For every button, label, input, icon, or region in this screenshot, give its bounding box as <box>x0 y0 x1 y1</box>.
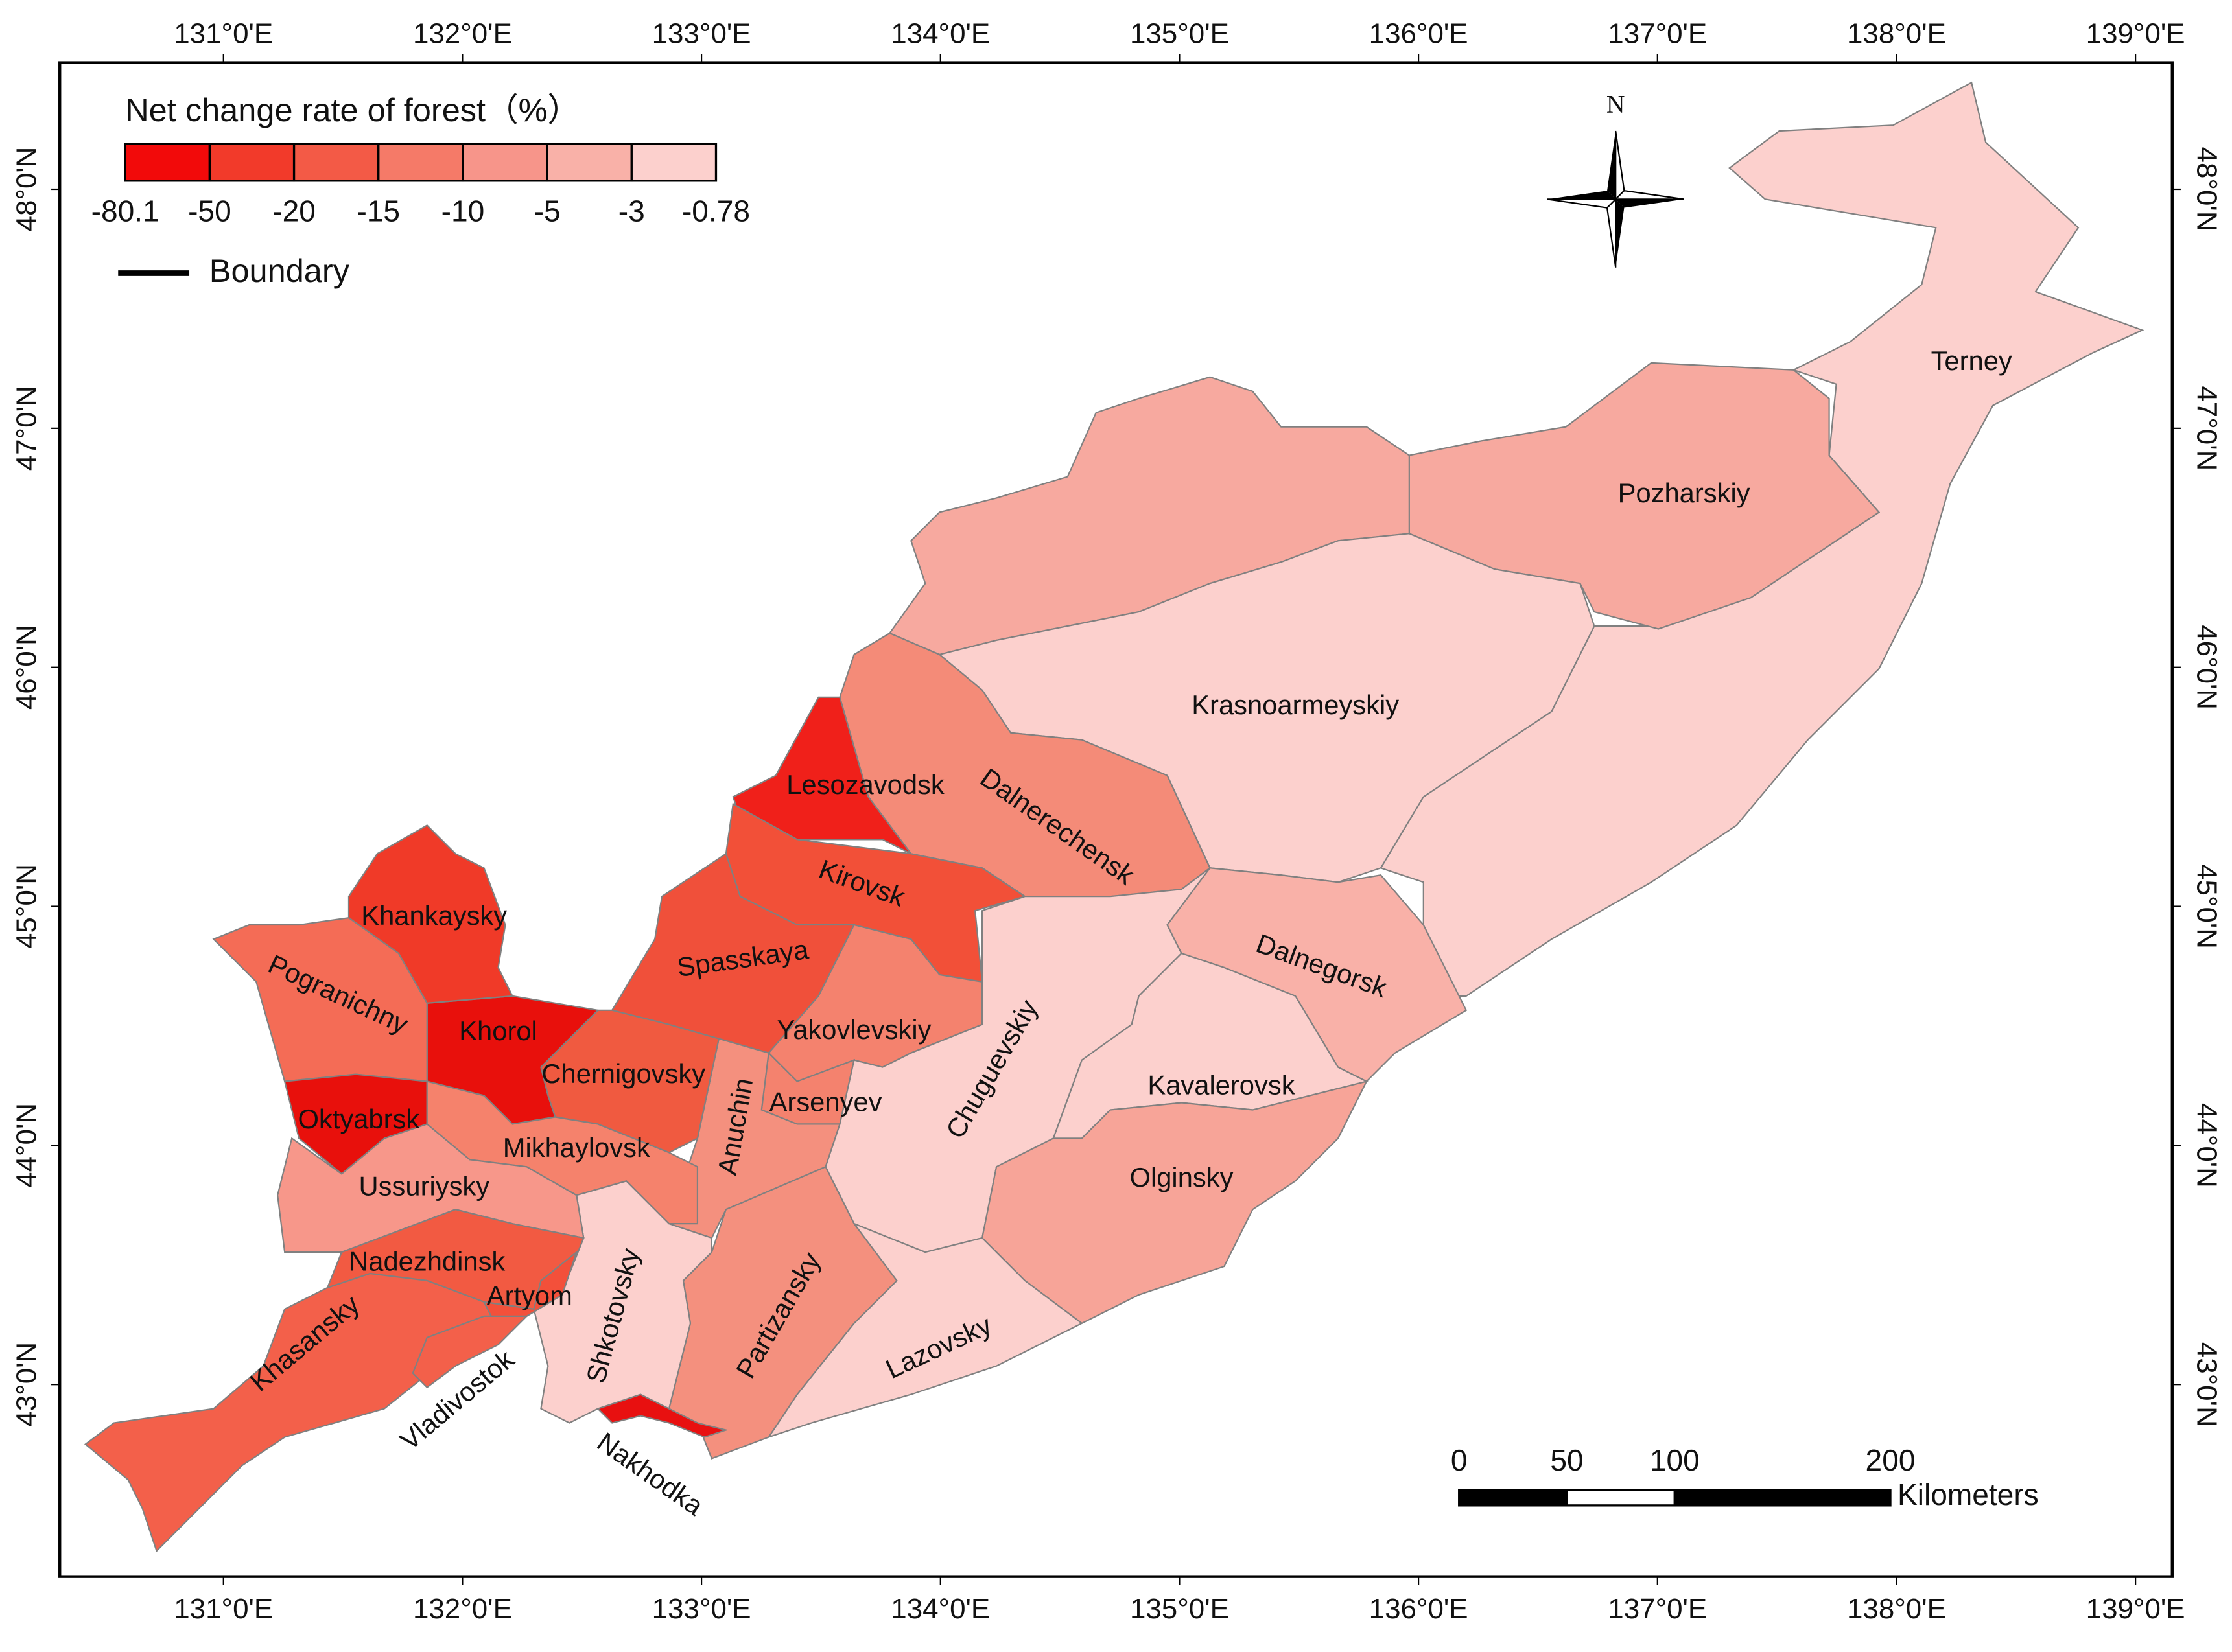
longitude-label: 132°0'E <box>413 1593 512 1625</box>
longitude-label: 131°0'E <box>174 17 273 49</box>
scale-segment <box>1673 1489 1892 1507</box>
legend-swatch <box>630 143 718 182</box>
longitude-label: 135°0'E <box>1130 17 1229 49</box>
region-label: Kavalerovsk <box>1147 1069 1295 1100</box>
scale-segment <box>1566 1489 1676 1507</box>
region <box>212 916 428 1082</box>
legend: -80.1 -50 -20 -15 -10 -5 -3 -0.78 <box>91 143 750 228</box>
latitude-label: 44°0'N <box>2191 1103 2223 1188</box>
legend-swatch <box>377 143 464 182</box>
region-label: Mikhaylovsk <box>503 1132 650 1163</box>
longitude-label: 136°0'E <box>1369 17 1468 49</box>
longitude-label: 135°0'E <box>1130 1593 1229 1625</box>
scale-unit: Kilometers <box>1897 1478 2039 1511</box>
longitude-label: 138°0'E <box>1847 1593 1946 1625</box>
latitude-label: 47°0'N <box>11 386 43 471</box>
latitude-label: 43°0'N <box>11 1342 43 1427</box>
scale-label: 100 <box>1650 1443 1700 1477</box>
region-label: Ussuriysky <box>359 1170 490 1201</box>
longitude-label: 136°0'E <box>1369 1593 1468 1625</box>
longitude-label: 131°0'E <box>174 1593 273 1625</box>
region-label: Terney <box>1931 345 2012 376</box>
scale-label: 50 <box>1550 1443 1583 1477</box>
legend-title: Net change rate of forest（%） <box>125 91 580 128</box>
region <box>84 1272 499 1553</box>
longitude-label: 138°0'E <box>1847 17 1946 49</box>
legend-break-label: -50 <box>188 194 231 228</box>
legend-break-label: -20 <box>272 194 316 228</box>
latitude-label: 48°0'N <box>2191 147 2223 232</box>
region <box>347 824 514 1004</box>
latitude-label: 43°0'N <box>2191 1342 2223 1427</box>
legend-break-label: -3 <box>618 194 645 228</box>
boundary-label: Boundary <box>209 252 350 289</box>
region-label: Yakovlevskiy <box>777 1014 931 1045</box>
latitude-label: 46°0'N <box>11 625 43 710</box>
region-label: Olginsky <box>1130 1162 1234 1192</box>
graticule-labels: 131°0'E 131°0'E 132°0'E 132°0'E 133°0'E 133°0… <box>11 17 2223 1624</box>
region-label: Lesozavodsk <box>786 769 945 800</box>
longitude-label: 137°0'E <box>1608 17 1707 49</box>
legend-break-label: -5 <box>534 194 561 228</box>
legend-swatch <box>462 143 548 182</box>
map-frame <box>58 61 2174 1578</box>
latitude-label: 45°0'N <box>2191 864 2223 949</box>
scale-label: 0 <box>1451 1443 1468 1477</box>
longitude-label: 139°0'E <box>2086 17 2185 49</box>
region-label: Artyom <box>487 1280 572 1310</box>
longitude-label: 132°0'E <box>413 17 512 49</box>
longitude-label: 137°0'E <box>1608 1593 1707 1625</box>
north-label: N <box>1606 90 1625 119</box>
legend-break-label: -10 <box>441 194 485 228</box>
latitude-label: 44°0'N <box>11 1103 43 1188</box>
longitude-label: 134°0'E <box>891 1593 990 1625</box>
region-label: Chernigovsky <box>541 1058 705 1089</box>
regions <box>84 81 2144 1553</box>
longitude-label: 139°0'E <box>2086 1593 2185 1625</box>
latitude-label: 48°0'N <box>11 147 43 232</box>
scale-segment <box>1458 1489 1568 1507</box>
region-label: Oktyabrsk <box>298 1104 419 1134</box>
longitude-label: 133°0'E <box>652 17 751 49</box>
latitude-label: 46°0'N <box>2191 625 2223 710</box>
region-label: Khorol <box>459 1016 537 1046</box>
region-label: Nadezhdinsk <box>349 1246 505 1277</box>
longitude-label: 134°0'E <box>891 17 990 49</box>
region-label: Arsenyev <box>769 1087 882 1117</box>
north-arrow <box>1547 130 1684 268</box>
legend-swatch <box>546 143 633 182</box>
legend-break-label: -15 <box>357 194 400 228</box>
latitude-label: 45°0'N <box>11 864 43 949</box>
legend-swatch <box>124 143 211 182</box>
region-label: Krasnoarmeyskiy <box>1192 690 1399 720</box>
region <box>732 696 912 855</box>
legend-break-label: -80.1 <box>91 194 159 228</box>
latitude-label: 47°0'N <box>2191 386 2223 471</box>
legend-swatch <box>208 143 296 182</box>
longitude-label: 133°0'E <box>652 1593 751 1625</box>
region-label: Pozharskiy <box>1618 478 1750 508</box>
region <box>412 1315 529 1389</box>
legend-break-label: -0.78 <box>682 194 750 228</box>
region-label: Khankaysky <box>361 900 507 931</box>
legend-swatch <box>292 143 380 182</box>
scale-label: 200 <box>1866 1443 1916 1477</box>
